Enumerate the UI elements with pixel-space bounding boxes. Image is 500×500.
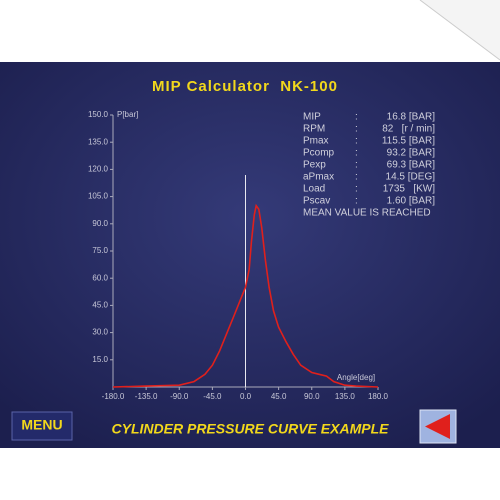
reading-separator: : bbox=[355, 196, 358, 207]
reading-value: 1.60 [BAR] bbox=[387, 196, 436, 207]
y-tick-label: 60.0 bbox=[92, 273, 108, 282]
back-arrow[interactable] bbox=[425, 414, 450, 439]
x-axis-label: Angle[deg] bbox=[337, 373, 375, 382]
x-tick-label: 45.0 bbox=[271, 392, 287, 401]
reading-label: Pscav bbox=[303, 196, 330, 207]
menu-button[interactable] bbox=[11, 411, 73, 441]
footer-title: CYLINDER PRESSURE CURVE EXAMPLE bbox=[112, 421, 390, 437]
reading-value: 82 [r / min] bbox=[382, 124, 435, 135]
reading-value: 16.8 [BAR] bbox=[387, 112, 436, 123]
y-tick-label: 75.0 bbox=[92, 246, 108, 255]
reading-separator: : bbox=[355, 112, 358, 123]
x-tick-label: 180.0 bbox=[368, 392, 389, 401]
readings: MIP: 16.8 [BAR] RPM: 82 [r / min] Pmax: 115.5… bbox=[303, 112, 435, 219]
status: MEAN VALUE IS REACHED bbox=[303, 208, 431, 219]
y-tick-label: 45.0 bbox=[92, 301, 108, 310]
y-tick-label: 30.0 bbox=[92, 328, 108, 337]
menu-label[interactable]: MENU bbox=[21, 417, 62, 433]
x-tick-label: -45.0 bbox=[203, 392, 222, 401]
reading-value: 93.2 [BAR] bbox=[387, 148, 436, 159]
x-tick-label: -180.0 bbox=[102, 392, 125, 401]
chart: 15.0 30.0 45.0 60.0 75.0 90.0 105.0 120.0 135.0 1… bbox=[88, 110, 389, 401]
reading-separator: : bbox=[355, 160, 358, 171]
reading-label: RPM bbox=[303, 124, 325, 135]
reading-value: 14.5 [DEG] bbox=[386, 172, 436, 183]
x-tick-label: -135.0 bbox=[135, 392, 158, 401]
reading-value: 115.5 [BAR] bbox=[382, 136, 435, 147]
reading-label: Pcomp bbox=[303, 148, 335, 159]
x-tick-label: 0.0 bbox=[240, 392, 252, 401]
reading-value: 69.3 [BAR] bbox=[387, 160, 436, 171]
y-tick-label: 15.0 bbox=[92, 355, 108, 364]
reading-separator: : bbox=[355, 184, 358, 195]
x-tick-label: 90.0 bbox=[304, 392, 320, 401]
reading-label: Pexp bbox=[303, 160, 326, 171]
reading-value: 1735 [KW] bbox=[383, 184, 435, 195]
screen-title: MIP Calculator NK-100 bbox=[152, 78, 338, 95]
y-tick-label: 150.0 bbox=[88, 110, 109, 119]
reading-label: Pmax bbox=[303, 136, 329, 147]
reading-separator: : bbox=[355, 172, 358, 183]
page-corner bbox=[0, 0, 500, 60]
y-tick-label: 105.0 bbox=[88, 192, 109, 201]
y-tick-label: 120.0 bbox=[88, 165, 109, 174]
reading-separator: : bbox=[355, 148, 358, 159]
reading-separator: : bbox=[355, 136, 358, 147]
y-tick-label: 135.0 bbox=[88, 137, 109, 146]
reading-label: MIP bbox=[303, 112, 321, 123]
pressure-curve bbox=[112, 203, 379, 388]
y-tick-label: 90.0 bbox=[92, 219, 108, 228]
x-tick-label: -90.0 bbox=[170, 392, 189, 401]
reading-separator: : bbox=[355, 124, 358, 135]
fold-line bbox=[419, 0, 500, 61]
reading-label: aPmax bbox=[303, 172, 334, 183]
reading-label: Load bbox=[303, 184, 325, 195]
x-tick-label: 135.0 bbox=[335, 392, 356, 401]
y-axis-label: P[bar] bbox=[117, 110, 138, 119]
